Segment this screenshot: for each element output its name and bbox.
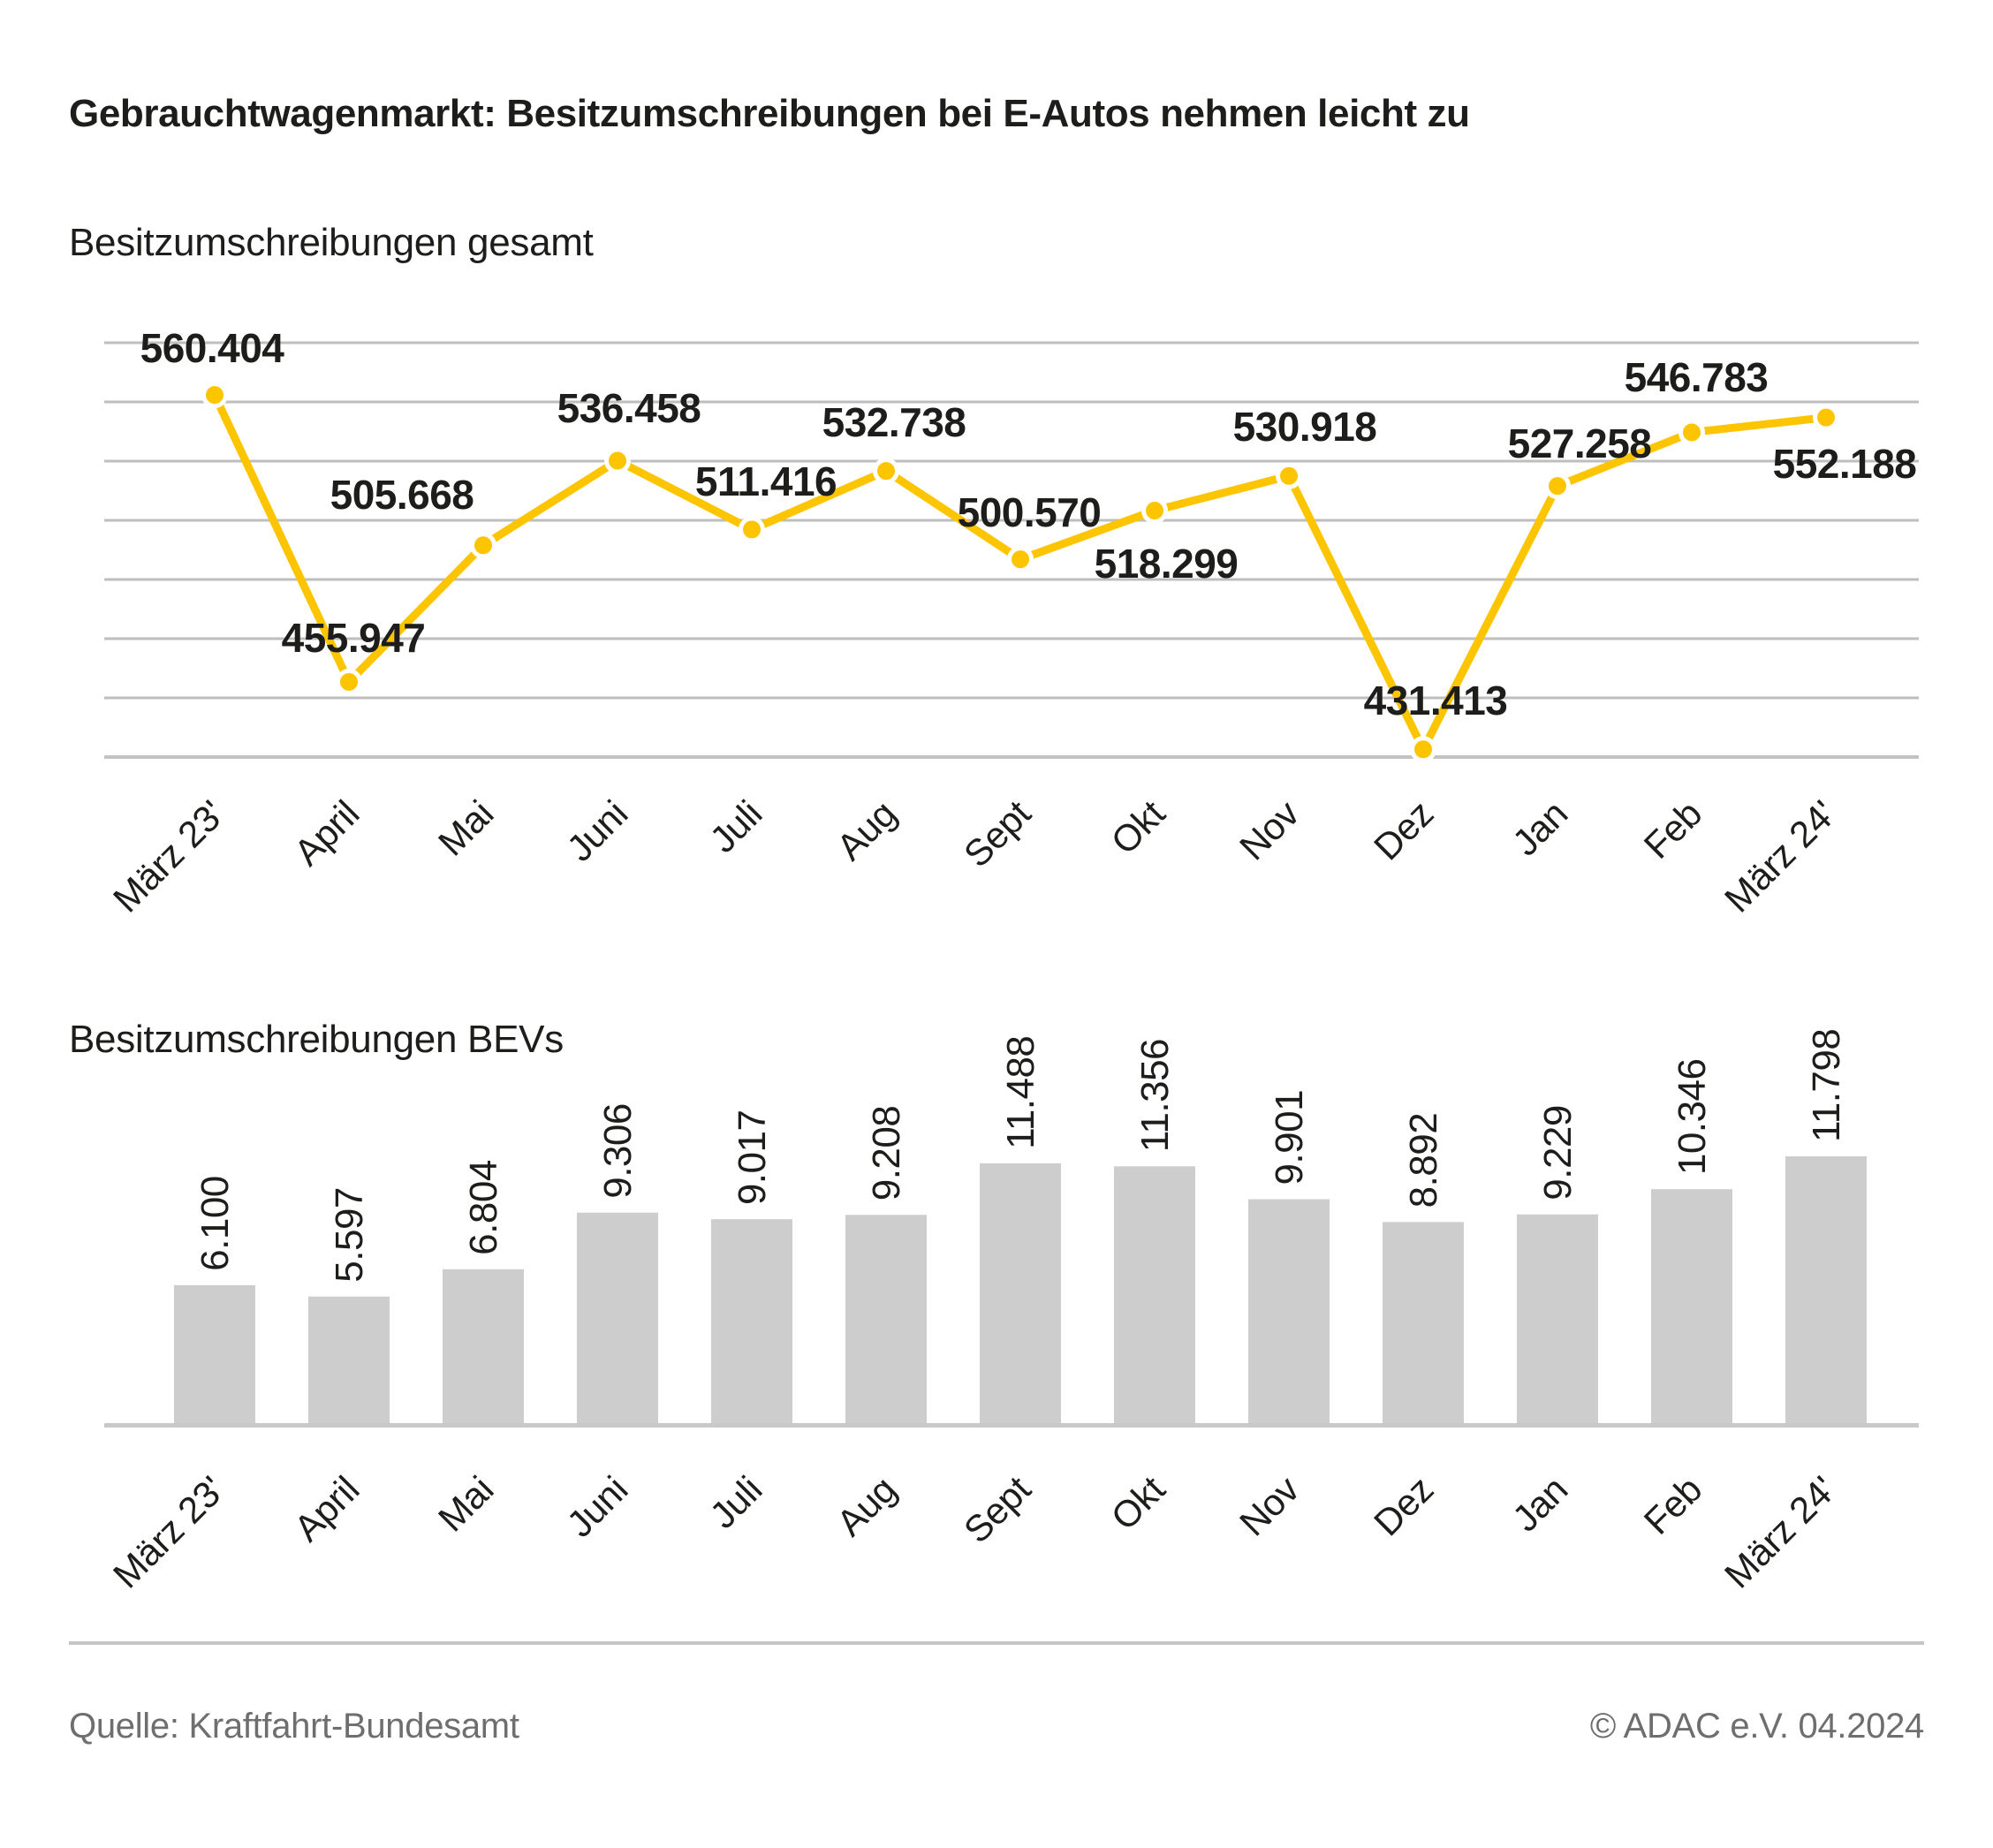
- data-label: 536.458: [557, 385, 701, 431]
- bar: [308, 1296, 390, 1423]
- data-label: 10.346: [1671, 1059, 1714, 1176]
- x-axis-label: Feb: [1636, 1468, 1710, 1542]
- data-point-marker: [1141, 497, 1168, 525]
- x-axis-label: Mai: [430, 1468, 501, 1539]
- x-axis-label: März 24': [1716, 792, 1844, 920]
- x-axis-label: Aug: [829, 1468, 904, 1543]
- x-axis-label: Juli: [701, 792, 769, 860]
- x-axis-label: Nov: [1231, 792, 1307, 868]
- x-axis-label: Nov: [1231, 1468, 1307, 1544]
- x-axis-label: Aug: [829, 792, 904, 867]
- x-axis-label: März 23': [105, 1468, 232, 1595]
- data-point-marker: [873, 458, 899, 485]
- data-label: 455.947: [282, 615, 426, 661]
- x-axis-label: Jan: [1504, 1468, 1575, 1539]
- bar: [174, 1284, 255, 1423]
- data-label: 530.918: [1233, 404, 1377, 450]
- x-axis-label: Feb: [1636, 792, 1710, 867]
- bar: [1248, 1199, 1330, 1423]
- x-axis-label: März 23': [105, 792, 232, 920]
- data-label: 5.597: [328, 1187, 371, 1283]
- bar: [1114, 1166, 1195, 1423]
- data-point-marker: [470, 532, 496, 559]
- data-label: 9.017: [731, 1110, 774, 1206]
- x-axis-label: Okt: [1103, 792, 1173, 862]
- data-label: 527.258: [1508, 420, 1652, 466]
- data-point-marker: [201, 382, 228, 409]
- data-label: 9.306: [596, 1103, 640, 1199]
- x-axis-label: Okt: [1103, 1468, 1173, 1538]
- data-label: 431.413: [1364, 678, 1508, 723]
- x-axis-label: März 24': [1716, 1468, 1844, 1595]
- footer-divider: [69, 1641, 1924, 1645]
- x-axis-label: Juni: [558, 1468, 635, 1545]
- x-axis-label: Juli: [701, 1468, 769, 1536]
- data-label: 6.100: [193, 1176, 237, 1271]
- bar: [1785, 1155, 1867, 1423]
- bar: [1651, 1189, 1732, 1423]
- bar: [980, 1163, 1061, 1423]
- data-point-marker: [1813, 404, 1839, 431]
- bar: [711, 1219, 792, 1423]
- bar: [845, 1215, 927, 1423]
- data-point-marker: [1544, 473, 1571, 500]
- x-axis-label: Jan: [1504, 792, 1575, 863]
- x-axis-label: Mai: [430, 792, 501, 863]
- data-label: 9.208: [865, 1106, 908, 1201]
- data-label: 511.416: [695, 458, 837, 504]
- bar-chart-title: Besitzumschreibungen BEVs: [69, 1018, 564, 1061]
- data-label: 11.488: [999, 1036, 1042, 1149]
- data-label: 532.738: [822, 399, 966, 445]
- data-point-marker: [604, 447, 631, 474]
- x-axis-label: April: [286, 1468, 368, 1549]
- x-axis-label: Sept: [956, 1468, 1039, 1551]
- data-label: 6.804: [462, 1160, 505, 1255]
- page-title: Gebrauchtwagenmarkt: Besitzumschreibunge…: [69, 92, 1470, 135]
- x-axis-label: Juni: [558, 792, 635, 869]
- data-point-marker: [1410, 736, 1436, 763]
- copyright-notice: © ADAC e.V. 04.2024: [1589, 1707, 1924, 1746]
- data-point-marker: [1679, 419, 1705, 446]
- data-point-marker: [739, 516, 765, 543]
- data-label: 9.229: [1536, 1105, 1580, 1200]
- bar: [1383, 1222, 1464, 1423]
- data-point-marker: [1007, 546, 1034, 573]
- bar: [577, 1212, 658, 1423]
- x-axis-line: [104, 1423, 1919, 1428]
- bar: [443, 1269, 524, 1423]
- bar: [1517, 1214, 1598, 1423]
- line-chart-title: Besitzumschreibungen gesamt: [69, 221, 594, 264]
- data-label: 560.404: [140, 325, 285, 371]
- data-label: 546.783: [1625, 354, 1769, 400]
- data-label: 8.892: [1402, 1113, 1445, 1208]
- data-label: 505.668: [330, 472, 474, 518]
- data-label: 518.299: [1095, 541, 1239, 587]
- data-label: 552.188: [1773, 441, 1917, 487]
- data-label: 500.570: [958, 489, 1102, 535]
- data-point-marker: [336, 668, 362, 695]
- data-label: 11.798: [1805, 1029, 1848, 1142]
- source-credit: Quelle: Kraftfahrt-Bundesamt: [69, 1707, 519, 1746]
- x-axis-label: Sept: [956, 792, 1039, 875]
- data-label: 9.901: [1268, 1090, 1311, 1185]
- x-axis-label: April: [286, 792, 368, 874]
- data-point-marker: [1276, 462, 1302, 489]
- x-axis-label: Dez: [1366, 1468, 1441, 1543]
- x-axis-label: Dez: [1366, 792, 1441, 867]
- data-label: 11.356: [1133, 1039, 1177, 1152]
- footer: Quelle: Kraftfahrt-Bundesamt © ADAC e.V.…: [69, 1707, 1924, 1746]
